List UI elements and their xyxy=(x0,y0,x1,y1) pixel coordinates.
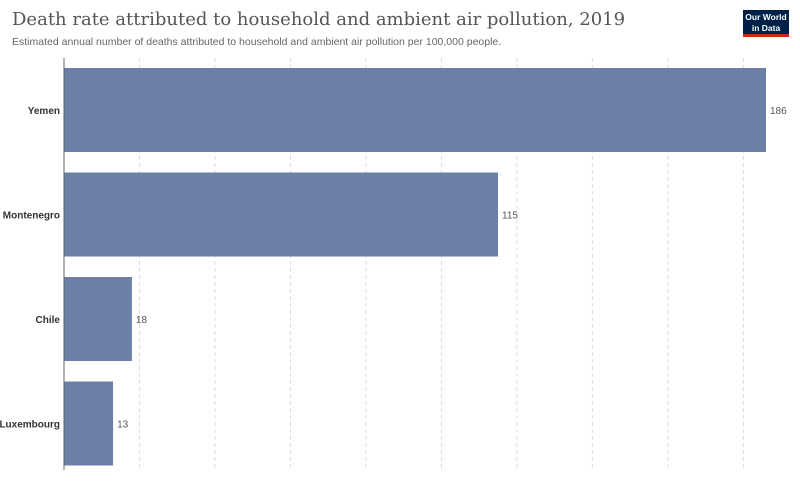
logo-line-1: Our World xyxy=(745,12,787,22)
value-label: 115 xyxy=(502,211,518,222)
logo-line-2: in Data xyxy=(751,23,781,33)
value-label: 13 xyxy=(117,420,129,431)
owid-logo[interactable]: Our World in Data xyxy=(743,10,789,37)
gridlines xyxy=(138,58,744,470)
category-label: Yemen xyxy=(28,106,60,117)
value-label: 186 xyxy=(770,106,787,117)
bar-luxembourg[interactable] xyxy=(64,381,114,466)
bar-montenegro[interactable] xyxy=(64,172,499,257)
bar-chile[interactable] xyxy=(64,277,132,361)
value-label: 18 xyxy=(136,315,148,326)
bars: Yemen 186 Montenegro 115 Chile 18 Luxembourg 13 xyxy=(0,68,787,466)
chart-subtitle: Estimated annual number of deaths attrib… xyxy=(12,36,502,48)
category-label: Montenegro xyxy=(3,211,60,222)
chart-title: Death rate attributed to household and a… xyxy=(12,9,626,30)
bar-yemen[interactable] xyxy=(64,68,766,152)
category-label: Chile xyxy=(36,315,61,326)
category-label: Luxembourg xyxy=(0,420,60,431)
